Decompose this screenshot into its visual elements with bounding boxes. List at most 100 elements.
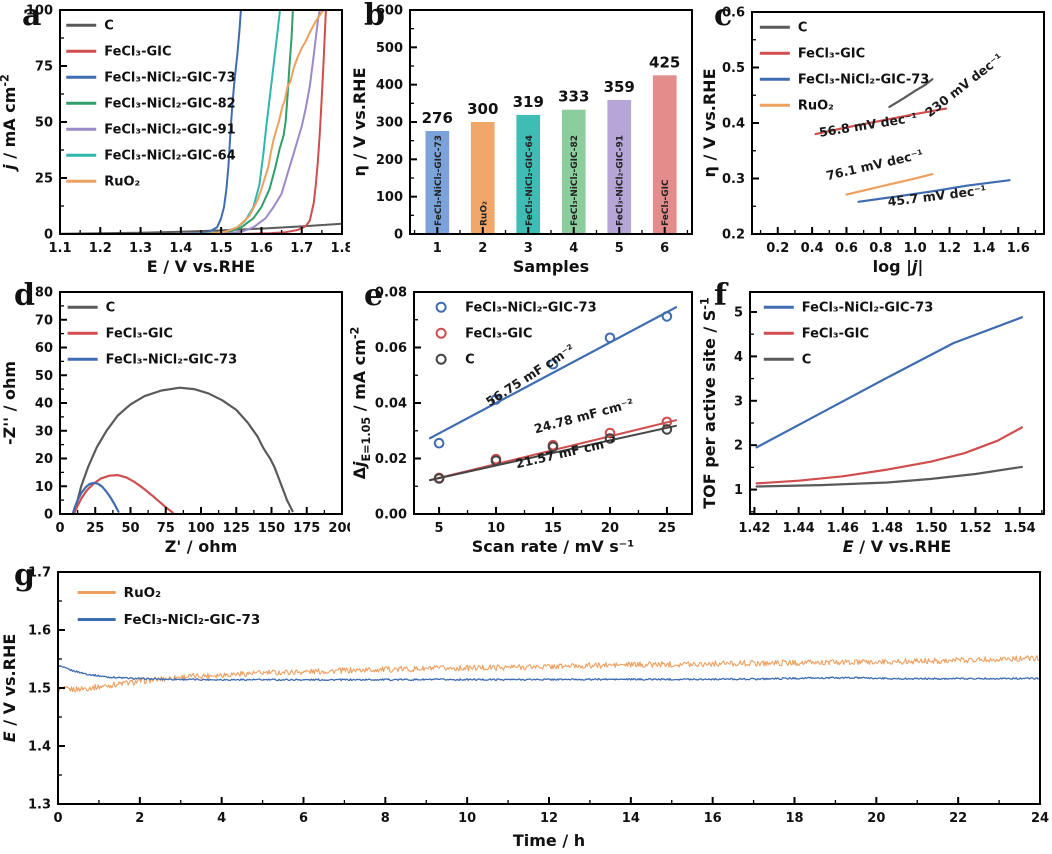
series-RuO₂ — [57, 655, 1041, 693]
x-tick-label: 4 — [217, 811, 226, 826]
legend-label: FeCl₃-GIC — [104, 45, 171, 60]
legend-label: RuO₂ — [124, 585, 161, 601]
chart-svg: 0 2 4 6 8 10 12 14 16 18 20 22 241.31.41.51.61.7Time… — [0, 560, 1052, 854]
point-FeCl₃-GIC — [661, 416, 673, 428]
x-tick-label: 5 — [435, 521, 444, 536]
x-tick-label: 100 — [187, 521, 214, 536]
chart-svg: 1.1 1.2 1.3 1.4 1.5 1.6 1.7 1.8 0 25 50 75 100 E / V … — [0, 0, 354, 280]
x-tick-label: 1.6 — [250, 241, 273, 256]
x-tick-label: 1.46 — [827, 521, 859, 536]
panel-c-chart: 230 mV dec⁻¹ 56.8 mV dec⁻¹ 76.1 mV dec⁻¹ 45… — [700, 0, 1052, 284]
y-tick-label: 0 — [44, 228, 53, 243]
point-FeCl₃-NiCl₂-GIC-73 — [547, 358, 559, 370]
x-tick-label: 50 — [121, 521, 139, 536]
series-FeCl₃-NiCl₂-GIC-82 — [59, 9, 294, 235]
y-tick-label: 0.04 — [375, 397, 407, 412]
bar-value-label: 300 — [467, 100, 498, 118]
bar-FeCl₃-NiCl₂-GIC-91 — [607, 100, 632, 234]
series-FeCl₃-NiCl₂-GIC-73 — [57, 664, 1041, 682]
x-tick-label: 1.42 — [738, 521, 770, 536]
panel-g-letter: g — [14, 558, 35, 593]
bar-value-label: 359 — [604, 78, 635, 96]
series-C — [888, 78, 934, 108]
x-tick-label: 25 — [86, 521, 104, 536]
y-tick-label: 2 — [734, 439, 743, 454]
panel-a-chart: 1.1 1.2 1.3 1.4 1.5 1.6 1.7 1.8 0 25 50 75 100 E / V … — [0, 0, 354, 284]
x-tick-label: 8 — [381, 811, 390, 826]
y-tick-label: 600 — [376, 4, 403, 19]
series-group — [428, 306, 678, 484]
series-FeCl₃-NiCl₂-GIC-73 — [857, 179, 1011, 203]
axes: 1.1 1.2 1.3 1.4 1.5 1.6 1.7 1.8 0 25 50 75 100 — [26, 4, 354, 257]
legend-label: C — [104, 19, 114, 34]
y-tick-label: 30 — [35, 424, 53, 439]
x-tick-label: 10 — [458, 811, 476, 826]
series-FeCl₃-NiCl₂-GIC-91 — [59, 9, 321, 235]
x-axis-label: Samples — [513, 257, 589, 276]
chart-svg: 0 25 50 75 100 125 150 175 200 0 10 20 30 40 50 60 70 80 Z… — [0, 280, 356, 560]
legend-label: FeCl₃-GIC — [798, 47, 865, 62]
axes: 1 2 3 4 5 6 0 100 200 300 400 500 600 — [376, 4, 693, 256]
y-axis-label: j / mA cm-2 — [0, 74, 19, 173]
series-RuO₂ — [845, 173, 934, 196]
x-tick-label: 24 — [1031, 811, 1049, 826]
panel-c-tafel-plots: c 230 mV dec⁻¹ 56.8 mV dec⁻¹ 76.1 mV dec⁻¹… — [700, 0, 1052, 280]
x-axis-label: Scan rate / mV s⁻¹ — [472, 537, 635, 556]
panel-b-overpotential-bars: b 276 FeCl₃-NiCl₂-GIC-73 300 RuO₂ 319 FeCl₃-N… — [350, 0, 700, 280]
x-tick-label: 1.50 — [915, 521, 947, 536]
x-tick-label: 1.7 — [290, 241, 313, 256]
y-tick-label: 4 — [734, 350, 743, 365]
legend-label: RuO₂ — [104, 175, 140, 190]
legend-label: FeCl₃-NiCl₂-GIC-73 — [104, 71, 236, 86]
legend-label: FeCl₃-NiCl₂-GIC-73 — [106, 353, 238, 368]
panel-f-tof-curves: f 1.42 1.44 1.46 1.48 1.50 1.52 1.54 1 2 3 4 5 E / V… — [698, 278, 1052, 560]
panel-e-cdl-plots: e 56.75 mF cm⁻² 24.78 mF cm⁻² 21.57 mF cm⁻… — [348, 278, 700, 560]
y-tick-label: 0.3 — [722, 172, 745, 187]
point-FeCl₃-NiCl₂-GIC-73 — [433, 437, 445, 449]
y-tick-label: 0.5 — [722, 61, 745, 76]
x-tick-label: 15 — [544, 521, 562, 536]
y-tick-label: 20 — [35, 452, 53, 467]
bar-FeCl₃-NiCl₂-GIC-82 — [561, 109, 586, 234]
y-tick-label: 0.4 — [722, 117, 745, 132]
y-tick-label: 40 — [35, 397, 53, 412]
y-tick-label: 0 — [44, 508, 53, 523]
chart-svg: 230 mV dec⁻¹56.8 mV dec⁻¹76.1 mV dec⁻¹45… — [700, 0, 1052, 280]
series-RuO₂ — [59, 9, 325, 235]
series-group — [71, 386, 294, 516]
chart-svg: 276 FeCl₃-NiCl₂-GIC-73 300 RuO₂ 319 FeCl₃-NiC… — [350, 0, 700, 280]
axes: 1.42 1.44 1.46 1.48 1.50 1.52 1.54 1 2 3 4 5 — [734, 291, 1045, 536]
bar-name-label: FeCl₃-GIC — [661, 179, 671, 226]
axes: 5 10 15 20 25 0.00 0.02 0.04 0.06 0.08 — [375, 286, 693, 536]
x-tick-label: 22 — [949, 811, 967, 826]
legend-marker — [435, 327, 447, 339]
x-tick-label: 25 — [658, 521, 676, 536]
y-tick-label: 0.2 — [722, 228, 745, 243]
panel-g-stability-test: g 0 2 4 6 8 10 12 14 16 18 20 22 24 1.3 1.4 1.5 1.6 1.7 Ti… — [0, 558, 1052, 854]
x-tick-label: 1.0 — [904, 241, 927, 256]
x-tick-label: 1.2 — [938, 241, 961, 256]
x-tick-label: 1.3 — [129, 241, 152, 256]
x-tick-label: 4 — [569, 241, 578, 256]
x-tick-label: 18 — [785, 811, 803, 826]
point-FeCl₃-GIC — [604, 427, 616, 439]
y-tick-label: 50 — [35, 369, 53, 384]
legend: C FeCl₃-GIC FeCl₃-NiCl₂-GIC-73 — [67, 301, 238, 368]
point-FeCl₃-NiCl₂-GIC-73 — [661, 311, 673, 322]
y-tick-label: 500 — [376, 41, 403, 56]
x-tick-label: 0.6 — [835, 241, 858, 256]
x-tick-label: 1.2 — [89, 241, 112, 256]
x-tick-label: 0 — [53, 811, 62, 826]
series-FeCl₃-GIC — [73, 474, 174, 516]
y-tick-label: 1.4 — [28, 740, 51, 755]
y-tick-label: 1.6 — [28, 624, 51, 639]
y-tick-label: 3 — [734, 394, 743, 409]
series-group — [814, 78, 1011, 203]
point-C — [547, 441, 559, 453]
x-tick-label: 1.8 — [330, 241, 350, 256]
axes: 0.2 0.4 0.6 0.8 1.0 1.2 1.4 1.6 0.2 0.3 0.4 0.5 0.6 — [722, 6, 1045, 256]
bar-value-label: 425 — [649, 53, 680, 71]
legend-label: FeCl₃-NiCl₂-GIC-73 — [465, 301, 597, 316]
x-tick-label: 0.2 — [766, 241, 789, 256]
